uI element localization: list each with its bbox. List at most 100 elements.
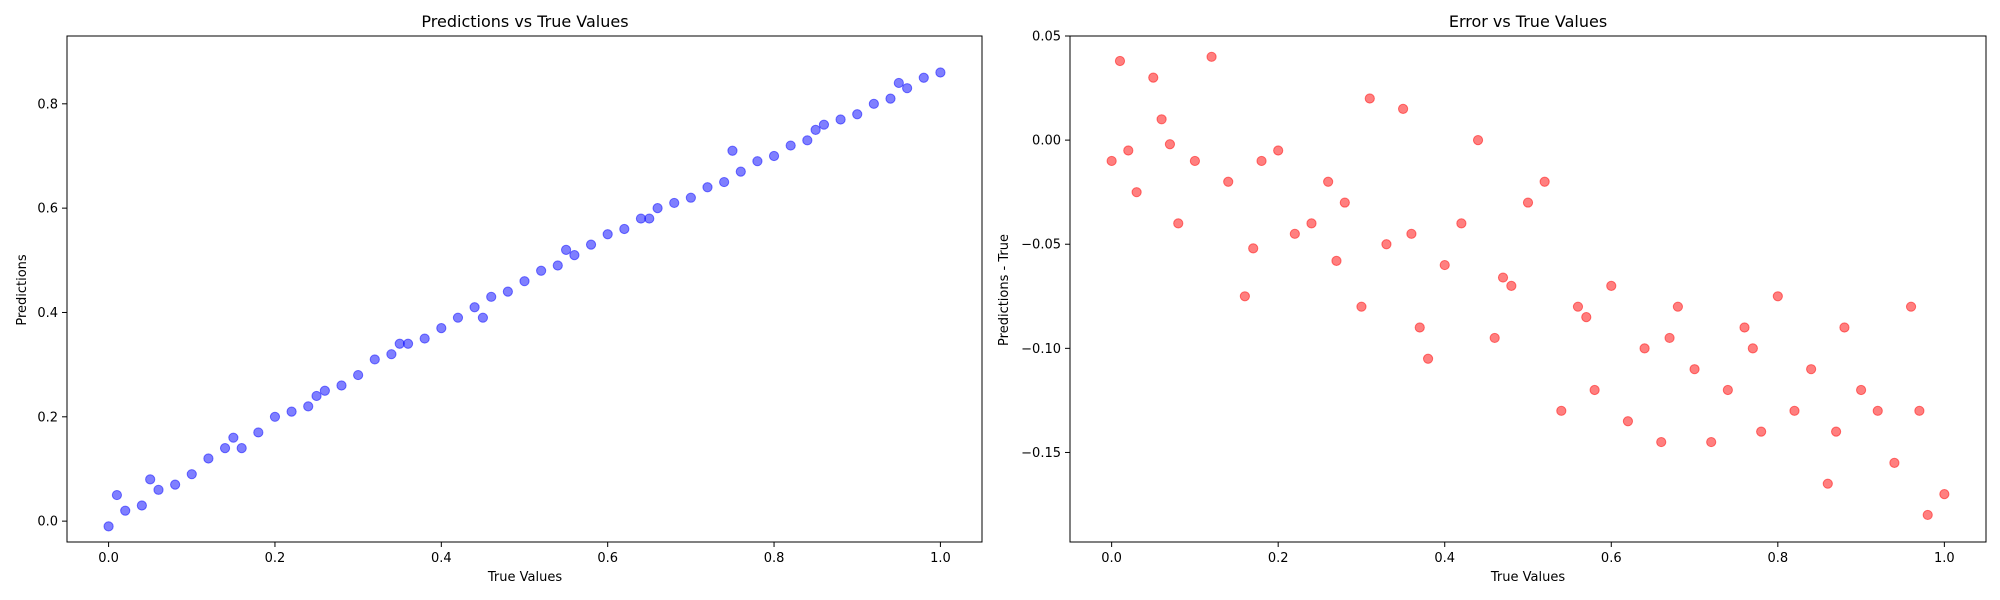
left-scatter-point [644, 213, 655, 224]
left-y-tick-label: 0.0 [37, 515, 58, 530]
left-scatter-point [785, 140, 796, 151]
right-scatter-point [1739, 322, 1750, 333]
left-scatter-point [353, 369, 364, 381]
right-scatter-point [1905, 301, 1917, 312]
left-scatter-point [394, 338, 405, 349]
left-scatter-point [935, 67, 946, 78]
left-scatter-point [918, 72, 929, 83]
right-scatter-point [1855, 384, 1867, 396]
right-scatter-point [1456, 218, 1467, 229]
right-scatter-point [1173, 218, 1184, 229]
left-x-axis-label: True Values [487, 570, 562, 585]
left-scatter-point [311, 390, 322, 402]
right-scatter-point [1922, 509, 1933, 521]
left-scatter-point [893, 77, 904, 89]
left-scatter-point [818, 119, 830, 130]
right-scatter-point [1872, 405, 1883, 416]
right-scatter-point [1248, 243, 1259, 254]
right-scatter-point [1672, 301, 1683, 312]
right-x-tick-label: 0.8 [1767, 551, 1788, 566]
left-x-tick-label: 0.4 [431, 551, 452, 566]
right-scatter-point [1189, 155, 1201, 167]
left-scatter-point [186, 469, 197, 480]
left-scatter-point [286, 406, 297, 417]
right-scatter-point [1356, 301, 1367, 312]
left-scatter-point [868, 98, 879, 109]
right-scatter-point [1706, 436, 1717, 448]
right-scatter-point [1506, 280, 1517, 291]
left-scatter-point [902, 83, 913, 94]
right-x-axis-label: True Values [1490, 570, 1565, 585]
right-scatter-point [1664, 332, 1675, 344]
left-scatter-point [652, 203, 663, 214]
left-scatter-point [145, 474, 156, 485]
right-scatter-point [1406, 228, 1417, 239]
left-y-tick-label: 0.2 [37, 410, 58, 425]
right-scatter-point [1239, 291, 1250, 302]
left-scatter-point [219, 443, 231, 454]
right-scatter-point [1164, 139, 1176, 150]
left-scatter-point [536, 265, 547, 276]
right-scatter-point [1397, 103, 1409, 114]
right-subplot: Error vs True Values 0.0 0.2 0.4 0.6 0.8 1.0 … [997, 12, 1987, 585]
left-scatter-point [768, 150, 780, 162]
right-scatter-point [1589, 384, 1600, 396]
left-scatter-point [502, 286, 513, 297]
right-scatter-points [1106, 51, 1950, 521]
left-scatter-point [669, 197, 680, 209]
left-scatter-point [727, 145, 738, 156]
left-scatter-point [153, 484, 164, 495]
left-subplot: Predictions vs True Values 0.0 0.2 0.4 0.6 0… [15, 12, 983, 585]
left-scatter-point [170, 479, 181, 490]
left-scatter-point [436, 323, 447, 334]
left-chart-title: Predictions vs True Values [421, 12, 628, 31]
right-scatter-point [1106, 155, 1117, 167]
right-scatter-point [1722, 384, 1733, 396]
left-scatter-point [585, 239, 597, 250]
left-x-tick-label: 0.2 [265, 551, 286, 566]
right-scatter-point [1831, 426, 1842, 437]
right-scatter-point [1772, 291, 1783, 302]
left-plot-frame [66, 35, 983, 543]
right-y-ticks: 0.05 0.00 −0.05 −0.10 −0.15 [1021, 30, 1070, 461]
right-y-tick-label: −0.05 [1021, 238, 1061, 253]
left-scatter-point [236, 443, 247, 454]
left-scatter-point [469, 302, 480, 313]
left-scatter-point [752, 156, 763, 167]
right-scatter-point [1806, 364, 1817, 375]
right-y-axis-label: Predictions - True [997, 234, 1012, 346]
left-scatter-point [477, 312, 489, 323]
right-scatter-point [1339, 197, 1350, 208]
right-scatter-point [1306, 218, 1317, 229]
right-scatter-point [1289, 228, 1300, 239]
left-x-tick-label: 0.6 [597, 551, 618, 566]
right-x-ticks: 0.0 0.2 0.4 0.6 0.8 1.0 [1101, 542, 1955, 566]
right-scatter-point [1939, 489, 1950, 500]
left-scatter-point [269, 411, 281, 422]
right-scatter-point [1123, 145, 1134, 156]
left-scatter-point [519, 276, 530, 287]
left-x-ticks: 0.0 0.2 0.4 0.6 0.8 1.0 [98, 542, 951, 566]
right-scatter-point [1622, 416, 1634, 427]
left-scatter-point [685, 192, 696, 203]
right-scatter-point [1323, 176, 1334, 187]
left-scatter-point [486, 291, 497, 302]
right-scatter-point [1131, 187, 1142, 198]
left-scatter-point [719, 176, 730, 188]
right-scatter-point [1539, 176, 1550, 187]
right-scatter-point [1497, 272, 1509, 283]
left-scatter-point [369, 354, 380, 365]
right-scatter-point [1472, 135, 1484, 146]
right-scatter-point [1223, 176, 1234, 187]
left-scatter-point [319, 385, 330, 396]
right-scatter-point [1789, 405, 1800, 416]
right-x-tick-label: 1.0 [1934, 551, 1955, 566]
left-scatter-point [386, 349, 397, 360]
right-scatter-point [1689, 364, 1700, 375]
right-plot-frame [1069, 35, 1987, 543]
right-scatter-point [1747, 343, 1758, 354]
right-scatter-point [1822, 478, 1833, 489]
left-scatter-point [203, 453, 214, 464]
right-scatter-point [1639, 343, 1650, 354]
right-scatter-point [1381, 239, 1392, 250]
